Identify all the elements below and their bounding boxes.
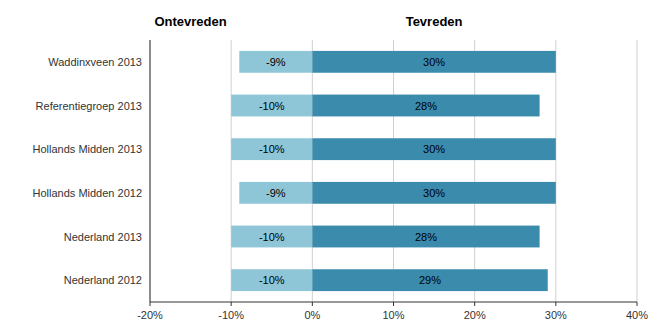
x-tick-label: -10% xyxy=(218,309,244,321)
data-label: 29% xyxy=(419,274,441,286)
x-tick xyxy=(637,302,638,306)
category-label: Referentiegroep 2013 xyxy=(36,100,142,112)
data-labels: -10% -10% -9% -10% -10% -9% 29% 28% 30% 30% 28% 30% xyxy=(259,56,445,286)
bar xyxy=(239,51,312,73)
data-label: 30% xyxy=(423,56,445,68)
bar xyxy=(312,138,556,160)
bar xyxy=(312,226,539,248)
bar xyxy=(312,182,556,204)
category-label: Hollands Midden 2012 xyxy=(33,187,142,199)
axes: -20% -10% 0% 10% 20% 30% 40% Nederland 2012 Nede… xyxy=(33,40,649,321)
grid-line xyxy=(474,40,475,302)
category-label: Nederland 2012 xyxy=(64,274,142,286)
data-label: -10% xyxy=(259,143,285,155)
bar xyxy=(239,182,312,204)
data-label: 28% xyxy=(415,231,437,243)
data-label: 28% xyxy=(415,100,437,112)
grid-line xyxy=(393,40,394,302)
bar xyxy=(231,269,312,291)
x-tick xyxy=(555,302,556,306)
data-label: 30% xyxy=(423,143,445,155)
bar xyxy=(231,95,312,117)
bars xyxy=(231,51,556,291)
data-label: -9% xyxy=(266,187,286,199)
grid-line xyxy=(637,40,638,302)
bar xyxy=(231,226,312,248)
x-tick-label: 20% xyxy=(464,309,486,321)
grid-line xyxy=(312,40,313,302)
x-tick xyxy=(231,302,232,306)
x-tick xyxy=(150,302,151,306)
grid-line xyxy=(555,40,556,302)
x-tick-label: 40% xyxy=(626,309,648,321)
category-label: Nederland 2013 xyxy=(64,231,142,243)
x-tick xyxy=(474,302,475,306)
grid-line xyxy=(150,40,151,302)
data-label: -10% xyxy=(259,231,285,243)
data-label: -9% xyxy=(266,56,286,68)
x-tick-label: -20% xyxy=(137,309,163,321)
data-label: -10% xyxy=(259,100,285,112)
y-axis-line xyxy=(150,40,151,302)
bar xyxy=(312,95,539,117)
category-label: Hollands Midden 2013 xyxy=(33,143,142,155)
x-tick-label: 10% xyxy=(382,309,404,321)
grid xyxy=(150,40,637,302)
x-tick xyxy=(393,302,394,306)
x-tick-label: 30% xyxy=(545,309,567,321)
bar xyxy=(312,269,547,291)
chart-svg: -10% -10% -9% -10% -10% -9% 29% 28% 30% 30% 28% 30%… xyxy=(0,0,661,334)
grid-line xyxy=(231,40,232,302)
bar xyxy=(312,51,556,73)
x-tick xyxy=(312,302,313,306)
data-label: 30% xyxy=(423,187,445,199)
header-annotation: Tevreden xyxy=(406,14,463,29)
chart-container: -10% -10% -9% -10% -10% -9% 29% 28% 30% 30% 28% 30%… xyxy=(0,0,661,334)
x-tick-label: 0% xyxy=(304,309,320,321)
header-annotation: Ontevreden xyxy=(154,14,226,29)
bar xyxy=(231,138,312,160)
data-label: -10% xyxy=(259,274,285,286)
category-label: Waddinxveen 2013 xyxy=(48,56,142,68)
